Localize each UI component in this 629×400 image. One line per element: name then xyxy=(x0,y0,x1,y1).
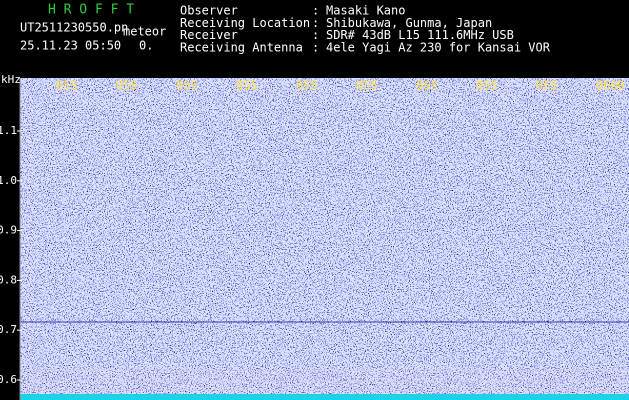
y-tick-label: 0.6 xyxy=(0,373,17,386)
mode: meteor xyxy=(123,25,166,39)
x-tick-label: 0600 xyxy=(596,79,625,93)
info-value: Masaki Kano xyxy=(326,4,405,18)
y-tick-label: 0.7 xyxy=(0,323,17,336)
counter: 0. xyxy=(139,39,153,53)
y-tick-label: 1.0 xyxy=(0,174,17,187)
info-value: 4ele Yagi Az 230 for Kansai VOR xyxy=(326,40,551,54)
baseline-noise xyxy=(20,394,629,400)
x-tick-label: 055 xyxy=(296,79,318,93)
x-tick-label: 055 xyxy=(356,79,378,93)
info-separator: : xyxy=(312,40,319,54)
y-tick-label: 0.9 xyxy=(0,224,17,237)
timestamp: 25.11.23 05:50 xyxy=(20,39,121,53)
y-tick-label: 0.8 xyxy=(0,273,17,286)
info-label: Receiving Location xyxy=(180,16,310,30)
info-value: Shibukawa, Gunma, Japan xyxy=(326,16,492,30)
info-label: Receiver xyxy=(180,28,238,42)
file-name: UT2511230550.pn xyxy=(20,21,128,35)
x-tick-label: 055 xyxy=(476,79,498,93)
x-tick-label: 055 xyxy=(536,79,558,93)
y-unit: kHz xyxy=(1,73,21,86)
info-value: SDR# 43dB L15 111.6MHz USB xyxy=(326,28,514,42)
x-tick-label: 055 xyxy=(116,79,138,93)
app-name: H R O F F T xyxy=(48,3,134,18)
noise-dots xyxy=(20,78,629,400)
spectrogram xyxy=(19,78,629,400)
info-separator: : xyxy=(312,4,319,18)
info-label: Receiving Antenna xyxy=(180,40,303,54)
x-tick-label: 055 xyxy=(176,79,198,93)
info-separator: : xyxy=(312,16,319,30)
x-tick-label: 055 xyxy=(236,79,258,93)
y-tick-label: 1.1 xyxy=(0,124,17,137)
info-separator: : xyxy=(312,28,319,42)
x-tick-label: 055 xyxy=(416,79,438,93)
info-label: Observer xyxy=(180,4,238,18)
x-tick-label: 055 xyxy=(56,79,78,93)
